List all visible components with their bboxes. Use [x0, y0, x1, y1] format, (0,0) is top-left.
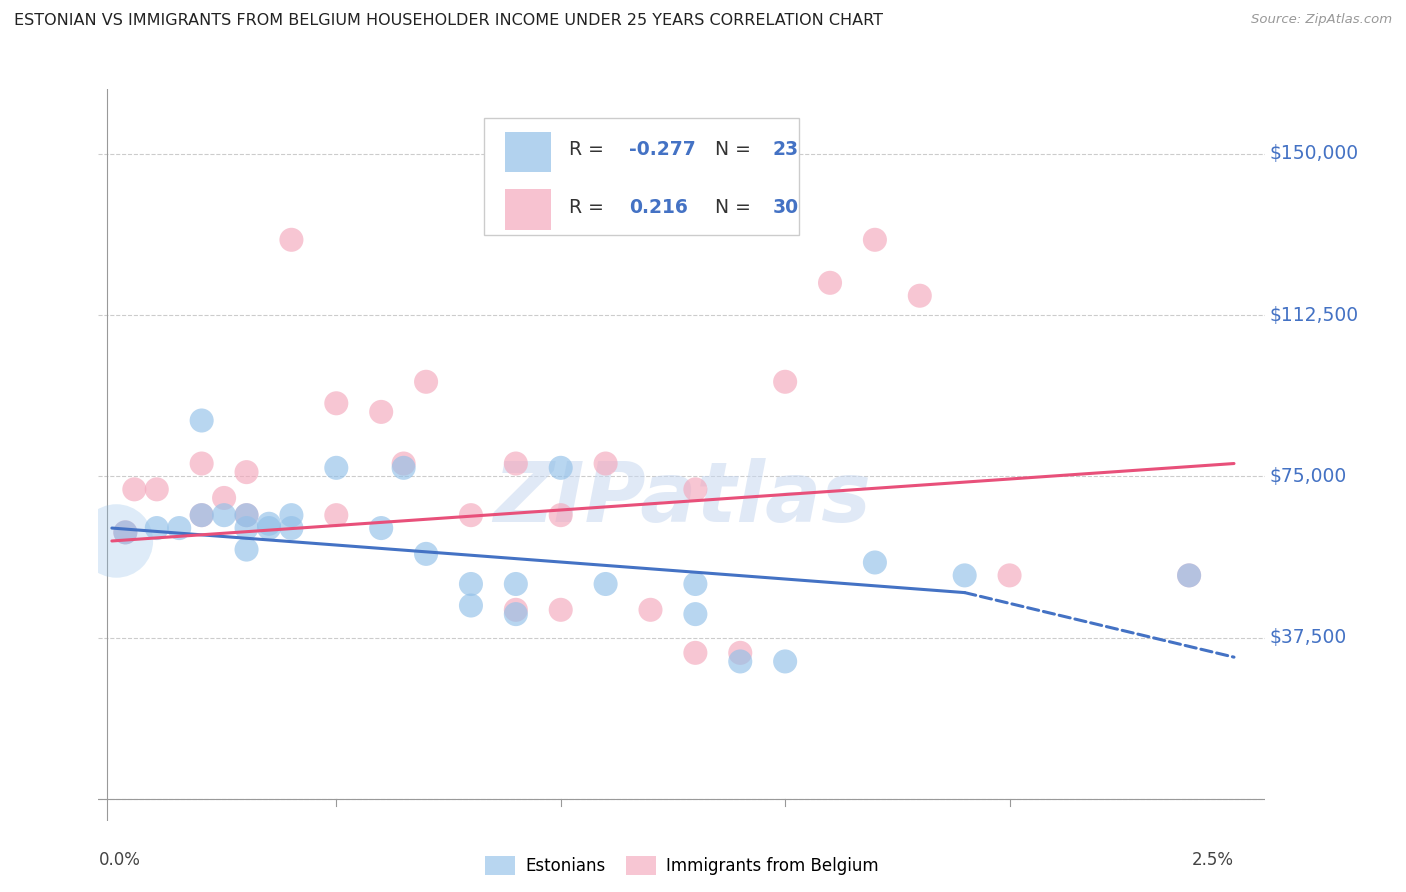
FancyBboxPatch shape	[505, 132, 551, 172]
Point	[460, 599, 482, 613]
Point	[235, 508, 257, 523]
Text: N =: N =	[703, 140, 756, 160]
Point	[325, 460, 347, 475]
Text: -0.277: -0.277	[630, 140, 696, 160]
Point	[818, 276, 841, 290]
Point	[392, 460, 415, 475]
Point	[280, 521, 302, 535]
Point	[257, 516, 280, 531]
Point	[505, 607, 527, 621]
Text: $75,000: $75,000	[1270, 467, 1347, 486]
Point	[190, 508, 212, 523]
Text: ZIPatlas: ZIPatlas	[494, 458, 870, 540]
Point	[190, 413, 212, 427]
Point	[460, 508, 482, 523]
Point	[685, 646, 707, 660]
Point	[415, 375, 437, 389]
Text: Source: ZipAtlas.com: Source: ZipAtlas.com	[1251, 13, 1392, 27]
Point	[114, 525, 136, 540]
Point	[280, 508, 302, 523]
Point	[190, 508, 212, 523]
Text: N =: N =	[703, 198, 756, 217]
Legend: Estonians, Immigrants from Belgium: Estonians, Immigrants from Belgium	[479, 849, 884, 882]
Point	[728, 646, 751, 660]
Point	[640, 603, 662, 617]
Text: $37,500: $37,500	[1270, 628, 1347, 648]
Point	[505, 457, 527, 471]
Point	[235, 465, 257, 479]
Point	[1178, 568, 1201, 582]
Point	[146, 521, 169, 535]
Point	[685, 577, 707, 591]
FancyBboxPatch shape	[484, 119, 799, 235]
Point	[1178, 568, 1201, 582]
Point	[415, 547, 437, 561]
Text: ESTONIAN VS IMMIGRANTS FROM BELGIUM HOUSEHOLDER INCOME UNDER 25 YEARS CORRELATIO: ESTONIAN VS IMMIGRANTS FROM BELGIUM HOUS…	[14, 13, 883, 29]
Text: 0.0%: 0.0%	[98, 851, 141, 869]
Point	[235, 508, 257, 523]
Point	[212, 508, 235, 523]
Point	[595, 577, 617, 591]
Point	[124, 483, 146, 497]
Text: R =: R =	[568, 140, 610, 160]
Point	[212, 491, 235, 505]
Point	[863, 233, 886, 247]
Point	[235, 521, 257, 535]
Point	[167, 521, 190, 535]
Text: $150,000: $150,000	[1270, 145, 1360, 163]
Text: 30: 30	[773, 198, 799, 217]
Point	[114, 525, 136, 540]
Text: 23: 23	[773, 140, 799, 160]
Point	[505, 603, 527, 617]
Point	[953, 568, 976, 582]
Point	[392, 457, 415, 471]
Point	[235, 542, 257, 557]
Point	[595, 457, 617, 471]
Point	[908, 289, 931, 303]
Text: 2.5%: 2.5%	[1192, 851, 1234, 869]
Point	[325, 508, 347, 523]
Point	[257, 521, 280, 535]
Point	[550, 603, 572, 617]
Point	[105, 533, 128, 548]
Point	[863, 556, 886, 570]
Point	[146, 483, 169, 497]
Point	[685, 483, 707, 497]
Point	[505, 577, 527, 591]
Point	[280, 233, 302, 247]
Point	[370, 405, 392, 419]
Point	[728, 655, 751, 669]
Point	[550, 460, 572, 475]
Point	[685, 607, 707, 621]
Text: R =: R =	[568, 198, 616, 217]
Point	[550, 508, 572, 523]
Point	[998, 568, 1021, 582]
Text: 0.216: 0.216	[630, 198, 689, 217]
Text: $112,500: $112,500	[1270, 306, 1360, 325]
Point	[370, 521, 392, 535]
FancyBboxPatch shape	[505, 189, 551, 229]
Point	[190, 457, 212, 471]
Point	[460, 577, 482, 591]
Point	[325, 396, 347, 410]
Point	[773, 375, 796, 389]
Point	[773, 655, 796, 669]
